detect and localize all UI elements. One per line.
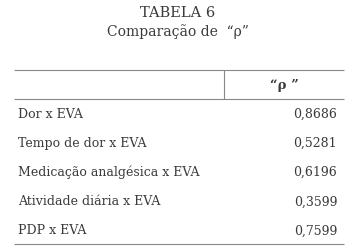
- Text: PDP x EVA: PDP x EVA: [18, 224, 86, 236]
- Text: 0,8686: 0,8686: [293, 108, 337, 120]
- Text: Atividade diária x EVA: Atividade diária x EVA: [18, 195, 160, 207]
- Text: 0,7599: 0,7599: [294, 224, 337, 236]
- Text: 0,5281: 0,5281: [294, 137, 337, 149]
- Text: 0,6196: 0,6196: [294, 166, 337, 178]
- Text: Comparação de  “ρ”: Comparação de “ρ”: [106, 24, 248, 39]
- Text: Dor x EVA: Dor x EVA: [18, 108, 83, 120]
- Text: Medicação analgésica x EVA: Medicação analgésica x EVA: [18, 165, 199, 179]
- Text: “ρ ”: “ρ ”: [269, 79, 299, 91]
- Text: Tempo de dor x EVA: Tempo de dor x EVA: [18, 137, 146, 149]
- Text: TABELA 6: TABELA 6: [140, 6, 215, 20]
- Text: 0,3599: 0,3599: [294, 195, 337, 207]
